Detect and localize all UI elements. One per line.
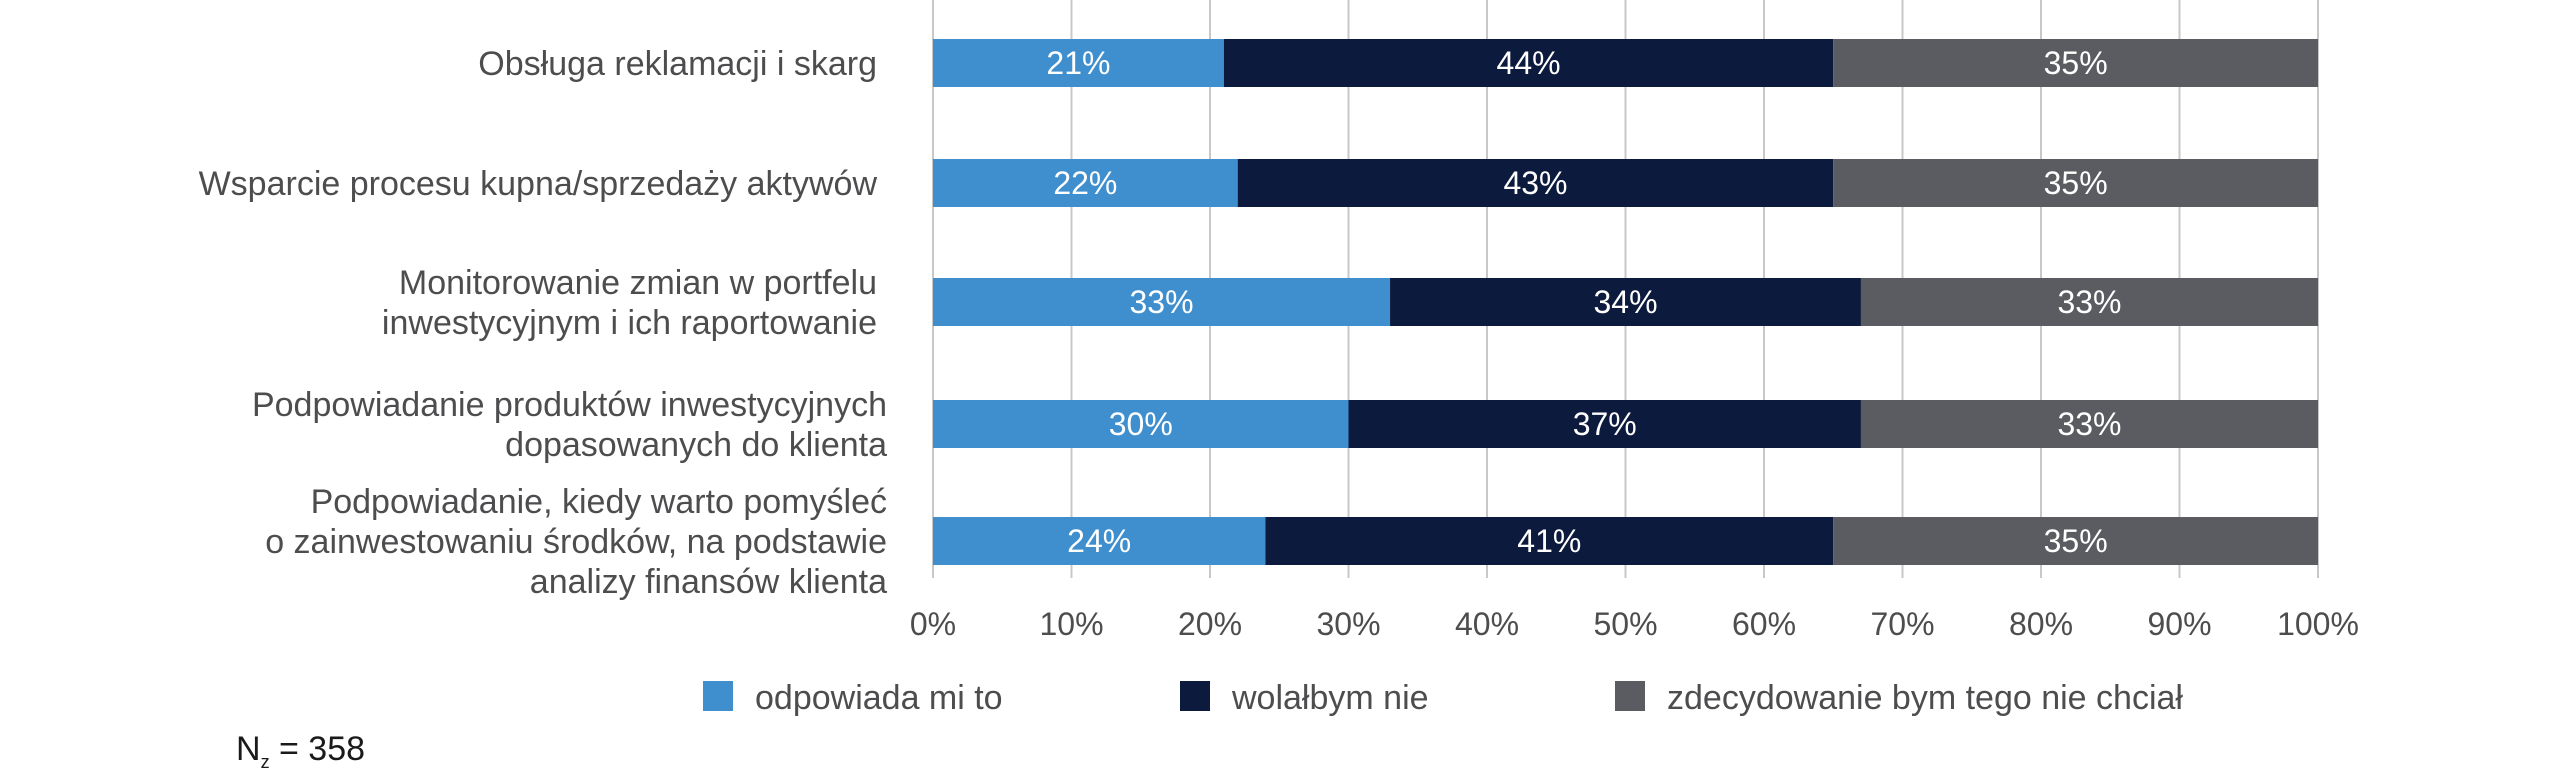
sample-size-prefix: N <box>236 730 261 768</box>
legend: odpowiada mi to wolałbym nie zdecydowanie … <box>703 679 2183 717</box>
bar-value-label: 41% <box>1517 523 1581 559</box>
bar-segment <box>933 159 1238 207</box>
x-tick-label: 30% <box>1316 606 1380 642</box>
legend-label: odpowiada mi to <box>755 679 1003 717</box>
x-tick-label: 10% <box>1039 606 1103 642</box>
bar-value-label: 22% <box>1053 165 1117 201</box>
category-label: Podpowiadanie, kiedy warto pomyśleć <box>311 483 887 521</box>
x-axis-tick-labels: 0% 10% 20% 30% 40% 50% 60% 70% 80% 90% 100% <box>910 606 2359 642</box>
category-label: Podpowiadanie produktów inwestycyjnych <box>252 386 887 424</box>
category-label: analizy finansów klienta <box>530 563 887 601</box>
bar-segment <box>933 400 1349 448</box>
bar-value-label: 37% <box>1573 406 1637 442</box>
bar-segment <box>933 517 1266 565</box>
x-tick-label: 20% <box>1178 606 1242 642</box>
bar-value-label: 33% <box>2057 406 2121 442</box>
category-label: inwestycyjnym i ich raportowanie <box>382 304 877 342</box>
category-label: o zainwestowaniu środków, na podstawie <box>265 523 887 561</box>
bar-value-label: 35% <box>2044 523 2108 559</box>
bar-value-label: 24% <box>1067 523 1131 559</box>
category-label: Wsparcie procesu kupna/sprzedaży aktywów <box>199 165 878 203</box>
bar-segment <box>1223 39 1834 87</box>
sample-size-value: = 358 <box>269 730 366 768</box>
bar-value-label: 35% <box>2044 45 2108 81</box>
bar-segment <box>1348 400 1861 448</box>
bar-segment <box>1860 278 2318 326</box>
sample-size-note: Nz = 358 <box>236 730 365 773</box>
bar-segment <box>1390 278 1861 326</box>
bar-value-label: 33% <box>1130 284 1194 320</box>
x-tick-label: 90% <box>2147 606 2211 642</box>
category-labels: Obsługa reklamacji i skarg Wsparcie proce… <box>199 45 887 601</box>
bar-value-label: 21% <box>1046 45 1110 81</box>
legend-swatch <box>1180 681 1210 711</box>
category-label: Monitorowanie zmian w portfelu <box>399 264 877 302</box>
bar-segment <box>1237 159 1834 207</box>
legend-swatch <box>703 681 733 711</box>
bar-value-label: 30% <box>1109 406 1173 442</box>
bar-segment <box>1833 517 2318 565</box>
bar-value-label: 35% <box>2044 165 2108 201</box>
bar-segment <box>933 278 1391 326</box>
x-tick-label: 60% <box>1732 606 1796 642</box>
legend-swatch <box>1615 681 1645 711</box>
legend-label: wolałbym nie <box>1231 679 1429 717</box>
sample-size-subscript: z <box>260 752 270 772</box>
bar-segment <box>933 39 1224 87</box>
bars: 21% 44% 35% 22% 43% 35% 33% 34% 33% 30% 37% 33% 24% 4… <box>933 39 2318 565</box>
x-tick-label: 100% <box>2277 606 2359 642</box>
bar-segment <box>1860 400 2318 448</box>
bar-value-label: 43% <box>1503 165 1567 201</box>
bar-value-label: 34% <box>1593 284 1657 320</box>
bar-segment <box>1265 517 1834 565</box>
x-tick-label: 80% <box>2009 606 2073 642</box>
category-label: dopasowanych do klienta <box>505 426 887 464</box>
x-tick-label: 50% <box>1593 606 1657 642</box>
x-tick-label: 70% <box>1870 606 1934 642</box>
x-tick-label: 0% <box>910 606 956 642</box>
bar-value-label: 33% <box>2057 284 2121 320</box>
x-tick-label: 40% <box>1455 606 1519 642</box>
legend-label: zdecydowanie bym tego nie chciał <box>1667 679 2183 717</box>
bar-segment <box>1833 39 2318 87</box>
category-label: Obsługa reklamacji i skarg <box>478 45 877 83</box>
bar-value-label: 44% <box>1497 45 1561 81</box>
bar-segment <box>1833 159 2318 207</box>
